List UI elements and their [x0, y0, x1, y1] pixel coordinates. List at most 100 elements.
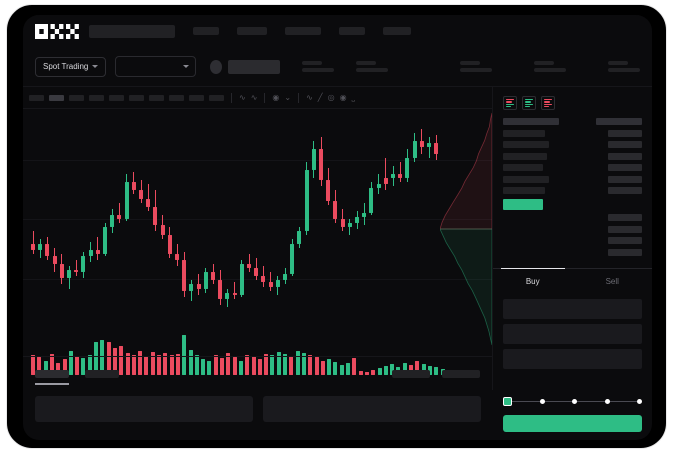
nav-item-2[interactable]	[285, 27, 321, 35]
volume-bar	[37, 357, 42, 375]
timeframe-button-6[interactable]	[149, 94, 164, 101]
orderbook-both-icon[interactable]	[503, 96, 517, 110]
candlestick	[110, 208, 115, 234]
volume-bar	[270, 355, 275, 375]
chart-tab-0[interactable]	[35, 369, 69, 385]
candlestick	[362, 202, 367, 226]
price-chart-pane[interactable]	[23, 109, 492, 321]
volume-bar	[201, 359, 206, 375]
table-row[interactable]	[503, 225, 642, 233]
camera-icon[interactable]: ◎	[327, 92, 335, 102]
candlestick	[283, 268, 287, 285]
volume-bar	[308, 354, 313, 375]
table-row[interactable]	[503, 175, 642, 183]
ticker-stat-label	[608, 61, 628, 65]
nav-item-1[interactable]	[237, 27, 267, 35]
order-price-input[interactable]	[503, 298, 642, 319]
tab-buy-label: Buy	[525, 276, 540, 286]
global-search-input[interactable]	[89, 24, 175, 38]
chart-tab-1[interactable]	[85, 369, 119, 378]
nav-item-3[interactable]	[339, 27, 365, 35]
volume-bar	[94, 342, 98, 375]
timeframe-button-2[interactable]	[69, 94, 84, 101]
timeframe-button-5[interactable]	[129, 94, 144, 101]
volume-bar	[346, 362, 350, 375]
timeframe-button-3[interactable]	[89, 94, 104, 101]
alert-icon[interactable]: ◉	[272, 92, 280, 102]
settings-icon[interactable]: ◉	[339, 92, 347, 102]
step-dot-4[interactable]	[637, 398, 642, 404]
volume-bar	[358, 371, 363, 375]
drawing-tool-icon[interactable]: ╱	[317, 92, 323, 102]
fullscreen-icon[interactable]: ⎵	[351, 92, 355, 102]
okx-logo[interactable]	[35, 23, 79, 39]
orderbook-asks-icon[interactable]	[541, 96, 555, 110]
orderbook-bids-icon[interactable]	[522, 96, 536, 110]
trading-mode-label: Spot Trading	[43, 62, 89, 71]
table-row[interactable]	[503, 129, 642, 137]
candlestick	[139, 180, 143, 203]
chart-footer-action-0[interactable]	[392, 369, 430, 378]
volume-bar	[220, 358, 224, 375]
line-chart-icon[interactable]: ∿	[306, 92, 313, 102]
timeframe-button-8[interactable]	[189, 94, 204, 101]
step-dot-1[interactable]	[539, 398, 545, 404]
indicators-icon[interactable]: ∿	[239, 92, 246, 102]
footer-panel-0[interactable]	[35, 396, 253, 422]
table-row[interactable]	[503, 152, 642, 160]
candlestick	[419, 129, 424, 154]
order-book-col-amount	[596, 118, 642, 125]
last-price-value	[228, 59, 280, 74]
tab-sell[interactable]: Sell	[573, 269, 653, 294]
candlestick	[31, 231, 35, 254]
ticker-stat-label	[302, 61, 322, 65]
timeframe-button-9[interactable]	[209, 94, 224, 101]
candlestick	[153, 190, 158, 232]
timeframe-button-7[interactable]	[169, 94, 184, 101]
table-row[interactable]	[503, 214, 642, 221]
timeframe-button-4[interactable]	[109, 94, 124, 101]
timeframe-button-0[interactable]	[29, 94, 44, 101]
order-total-input[interactable]	[503, 348, 642, 369]
table-row[interactable]	[503, 248, 642, 256]
nav-item-4[interactable]	[383, 27, 411, 35]
candlestick	[369, 182, 374, 215]
table-row[interactable]	[503, 164, 642, 171]
footer-panel-1[interactable]	[263, 396, 481, 422]
volume-bar	[383, 365, 388, 375]
candlestick	[254, 257, 259, 281]
step-dot-2[interactable]	[572, 398, 577, 404]
compare-icon[interactable]: ∿	[250, 92, 258, 102]
step-dot-3[interactable]	[604, 398, 610, 404]
table-row[interactable]	[503, 187, 642, 194]
candlestick	[211, 264, 215, 285]
tab-buy[interactable]: Buy	[493, 267, 573, 294]
order-book-rows[interactable]	[493, 116, 652, 256]
top-navigation-bar	[23, 15, 652, 47]
chart-type-icon[interactable]: ⌄	[284, 92, 292, 102]
volume-bar	[75, 356, 80, 375]
table-row[interactable]	[503, 237, 642, 244]
candlestick	[175, 243, 179, 267]
candlestick	[304, 161, 309, 236]
table-row[interactable]	[503, 141, 642, 148]
candlestick	[268, 272, 273, 291]
order-amount-input[interactable]	[503, 323, 642, 344]
volume-bar	[188, 349, 193, 375]
nav-item-0[interactable]	[193, 27, 219, 35]
volume-bar	[87, 354, 92, 375]
candlestick	[405, 149, 410, 183]
volume-bar	[390, 363, 395, 375]
trading-mode-selector[interactable]: Spot Trading	[35, 56, 107, 77]
trading-pair-selector[interactable]	[115, 56, 197, 77]
candlestick	[88, 241, 93, 262]
candlestick	[275, 276, 280, 295]
candlestick	[182, 251, 187, 297]
timeframe-button-1[interactable]	[49, 94, 64, 101]
step-dot-0[interactable]	[503, 396, 512, 406]
volume-bar	[68, 350, 73, 375]
chart-footer-action-1[interactable]	[442, 369, 480, 378]
candlestick	[290, 239, 295, 277]
candlestick	[117, 202, 122, 224]
primary-cta-button[interactable]	[503, 415, 642, 432]
